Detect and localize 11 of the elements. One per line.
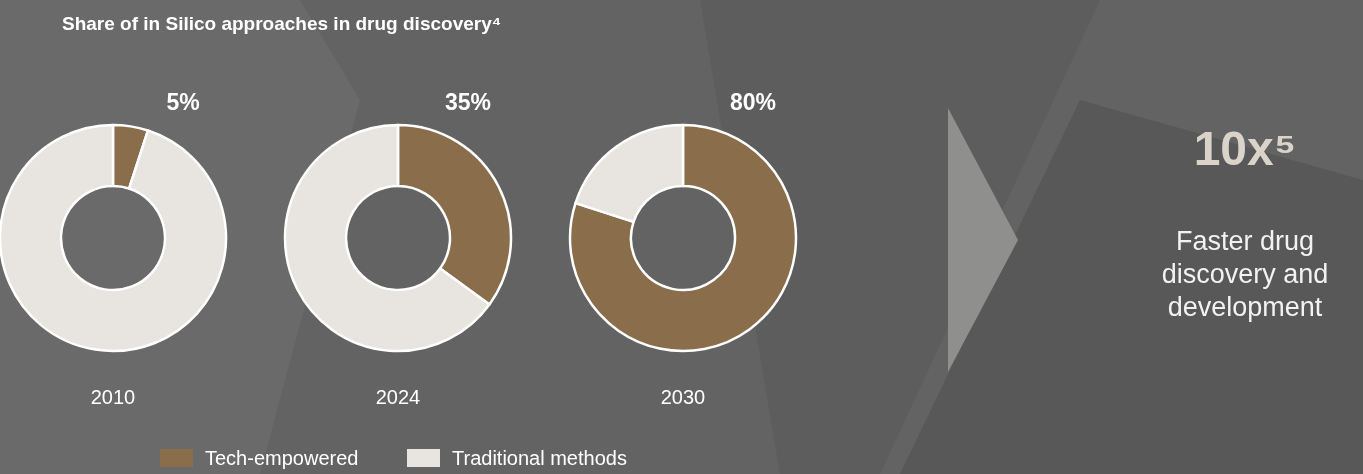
data-label: 80% <box>729 89 777 115</box>
text: 10x⁵ <box>1193 122 1297 175</box>
data-label: 5% <box>166 89 200 115</box>
slice-label: 2010 <box>90 386 136 408</box>
chart-title: Share of in Silico approaches in drug discovery⁴ <box>62 13 502 34</box>
text: Faster drug discovery and development <box>1161 226 1329 322</box>
slice-label: 2030 <box>660 386 706 408</box>
legend-label: Tech-empowered <box>205 447 359 469</box>
data-label: 35% <box>444 89 492 115</box>
slice-label: 2024 <box>375 386 421 408</box>
legend-label: Traditional methods <box>452 447 627 469</box>
